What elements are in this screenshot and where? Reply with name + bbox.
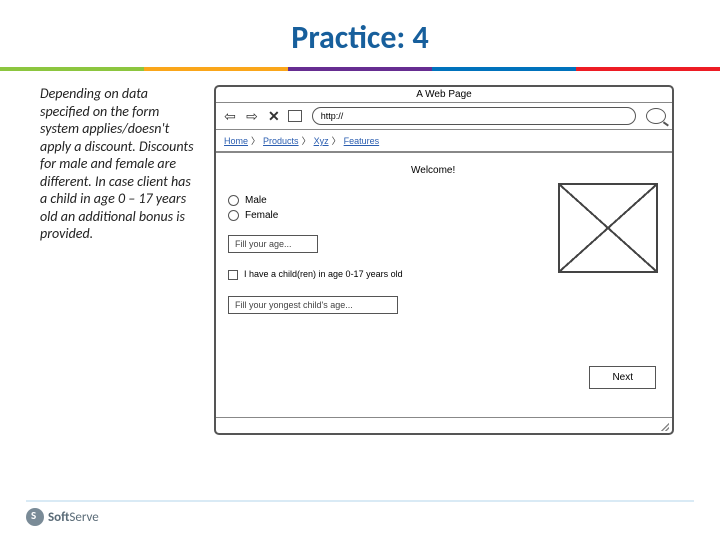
- slide-title: Practice: 4: [0, 0, 720, 67]
- status-bar: [216, 417, 672, 433]
- slide-footer: SoftServe: [0, 494, 720, 540]
- breadcrumb-item[interactable]: Xyz: [314, 136, 329, 146]
- browser-toolbar: ⇦ ⇨ ✕ http://: [216, 103, 672, 130]
- breadcrumb-item[interactable]: Home: [224, 136, 248, 146]
- breadcrumb-item[interactable]: Features: [344, 136, 380, 146]
- child-checkbox-label: I have a child(ren) in age 0-17 years ol…: [244, 269, 403, 279]
- radio-icon[interactable]: [228, 210, 239, 221]
- description-text: Depending on data specified on the form …: [40, 85, 200, 435]
- radio-female-label: Female: [245, 210, 278, 221]
- forward-icon[interactable]: ⇨: [244, 109, 260, 123]
- stop-icon[interactable]: ✕: [266, 108, 282, 125]
- welcome-text: Welcome!: [411, 165, 455, 176]
- age-input[interactable]: Fill your age...: [228, 235, 318, 253]
- radio-male-label: Male: [245, 195, 267, 206]
- logo-text: SoftServe: [48, 510, 99, 525]
- next-button[interactable]: Next: [589, 366, 656, 389]
- image-placeholder: [558, 183, 658, 273]
- radio-icon[interactable]: [228, 195, 239, 206]
- logo-mark-icon: [26, 508, 44, 526]
- home-icon[interactable]: [288, 110, 302, 122]
- checkbox-icon[interactable]: [228, 270, 238, 280]
- footer-line: [26, 500, 694, 502]
- page-body: Welcome! Male Female Fill your age... I: [216, 153, 672, 417]
- browser-wireframe: A Web Page ⇦ ⇨ ✕ http:// Home〉Products〉X…: [214, 85, 674, 435]
- child-checkbox-row[interactable]: I have a child(ren) in age 0-17 years ol…: [228, 269, 408, 280]
- resize-grip-icon[interactable]: [659, 421, 669, 431]
- content-row: Depending on data specified on the form …: [0, 71, 720, 435]
- brand-logo: SoftServe: [26, 508, 694, 526]
- url-input[interactable]: http://: [312, 107, 636, 125]
- breadcrumb: Home〉Products〉Xyz〉Features: [216, 130, 672, 153]
- breadcrumb-item[interactable]: Products: [263, 136, 299, 146]
- search-icon[interactable]: [646, 108, 666, 124]
- wireframe-column: A Web Page ⇦ ⇨ ✕ http:// Home〉Products〉X…: [214, 85, 692, 435]
- back-icon[interactable]: ⇦: [222, 109, 238, 123]
- child-age-input[interactable]: Fill your yongest child's age...: [228, 296, 398, 314]
- window-titlebar: A Web Page: [216, 87, 672, 103]
